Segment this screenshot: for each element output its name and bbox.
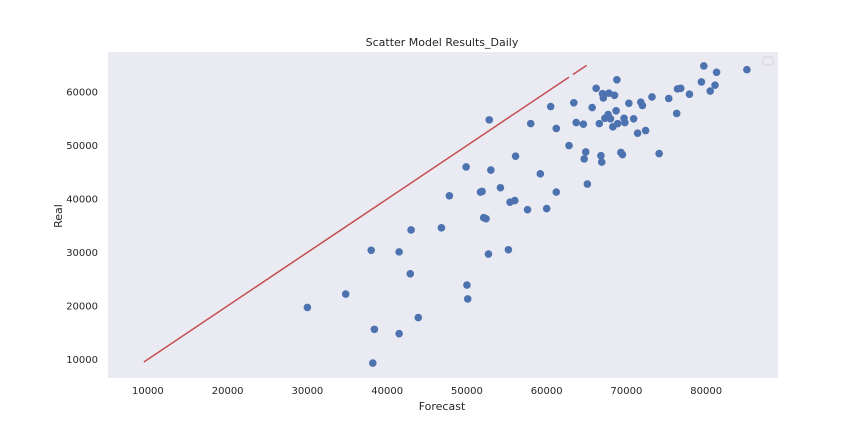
scatter-point	[621, 118, 629, 127]
scatter-point	[303, 303, 312, 312]
scatter-point	[641, 126, 650, 135]
scatter-point	[638, 101, 647, 110]
scatter-point	[570, 98, 578, 107]
x-tick-label: 20000	[212, 386, 244, 397]
plot-area	[108, 52, 778, 378]
scatter-point	[613, 119, 622, 128]
scatter-point	[610, 91, 619, 100]
scatter-point	[597, 151, 605, 160]
scatter-point	[697, 78, 706, 86]
scatter-point	[504, 245, 513, 254]
scatter-point	[511, 152, 520, 161]
scatter-point	[369, 359, 377, 367]
x-tick-label: 80000	[690, 386, 722, 397]
y-axis-label: Real	[52, 204, 65, 228]
x-tick-label: 70000	[611, 386, 643, 397]
scatter-point	[572, 118, 581, 127]
scatter-point	[536, 170, 545, 178]
scatter-point	[581, 148, 590, 156]
y-tick-label: 30000	[66, 248, 98, 259]
scatter-point	[599, 94, 608, 102]
legend	[762, 56, 774, 66]
scatter-point	[648, 93, 656, 101]
scatter-point	[711, 81, 719, 89]
scatter-point	[613, 75, 621, 84]
scatter-point	[712, 68, 721, 77]
scatter-point	[625, 99, 633, 108]
scatter-point	[592, 84, 600, 93]
scatter-point	[583, 180, 592, 188]
scatter-point	[482, 214, 490, 223]
x-axis-label: Forecast	[419, 400, 466, 413]
scatter-point	[743, 65, 751, 74]
scatter-point	[676, 84, 685, 93]
scatter-point	[629, 115, 638, 123]
scatter-point	[370, 325, 379, 334]
x-tick-label: 50000	[451, 386, 483, 397]
scatter-point	[552, 124, 561, 133]
scatter-point	[706, 87, 715, 95]
scatter-point	[579, 120, 588, 128]
scatter-point	[664, 94, 673, 103]
y-tick-label: 40000	[66, 194, 98, 205]
scatter-point	[597, 158, 606, 166]
scatter-point	[341, 290, 350, 298]
scatter-point	[437, 224, 446, 232]
x-tick-label: 40000	[371, 386, 403, 397]
scatter-point	[487, 166, 495, 174]
y-tick-label: 20000	[66, 301, 98, 312]
scatter-point	[552, 188, 561, 196]
scatter-point	[407, 226, 415, 234]
scatter-point	[496, 183, 505, 192]
reference-line-segment	[143, 76, 570, 363]
y-axis-ticks: 10000 20000 30000 40000 50000 60000	[66, 88, 98, 366]
scatter-point	[565, 141, 573, 150]
y-tick-label: 60000	[66, 88, 98, 99]
scatter-point	[595, 119, 604, 128]
scatter-point	[633, 129, 642, 138]
scatter-point	[546, 102, 555, 111]
scatter-point	[478, 187, 486, 196]
x-axis-ticks: 10000 20000 30000 40000 50000 60000 70000 80000	[132, 386, 722, 397]
scatter-point	[685, 90, 694, 99]
scatter-point	[523, 205, 532, 214]
scatter-point	[526, 119, 535, 128]
x-tick-label: 10000	[132, 386, 164, 397]
scatter-point	[700, 62, 708, 70]
scatter-point	[463, 295, 472, 303]
x-tick-label: 30000	[291, 386, 323, 397]
scatter-point	[414, 313, 423, 322]
scatter-point	[510, 196, 519, 205]
reference-line-segment	[572, 64, 587, 76]
scatter-point	[367, 246, 376, 255]
scatter-point	[395, 248, 403, 256]
scatter-point	[395, 329, 403, 338]
scatter-point	[406, 269, 415, 278]
y-tick-label: 10000	[66, 355, 98, 366]
scatter-point	[580, 155, 588, 163]
chart-title: Scatter Model Results_Daily	[366, 36, 519, 49]
y-tick-label: 50000	[66, 141, 98, 152]
reference-line-series	[143, 64, 587, 363]
scatter-point	[462, 163, 470, 171]
scatter-point	[655, 149, 663, 158]
scatter-point	[618, 150, 627, 159]
scatter-point	[485, 116, 494, 124]
scatter-point	[542, 204, 551, 213]
scatter-point	[672, 109, 681, 118]
scatter-points-series	[303, 62, 751, 367]
scatter-point	[612, 106, 620, 115]
scatter-point	[445, 191, 454, 200]
x-tick-label: 60000	[531, 386, 563, 397]
scatter-point	[588, 103, 596, 112]
scatter-point	[463, 281, 471, 289]
scatter-point	[606, 115, 615, 123]
scatter-point	[484, 250, 493, 258]
